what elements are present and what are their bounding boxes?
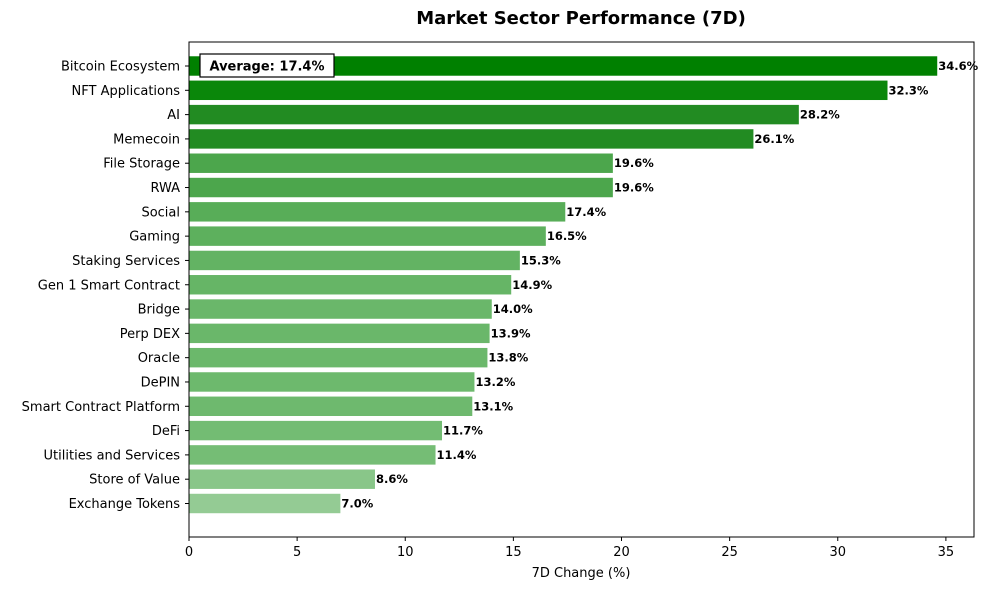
- y-tick-label: NFT Applications: [72, 84, 181, 99]
- y-tick-label: Memecoin: [113, 132, 180, 147]
- bar-ai: [189, 104, 799, 125]
- y-tick-label: Oracle: [138, 351, 180, 366]
- x-tick-label: 30: [829, 545, 846, 560]
- value-label: 13.8%: [488, 351, 528, 365]
- y-tick-label: RWA: [150, 181, 180, 196]
- value-label: 14.9%: [512, 278, 552, 292]
- x-tick-label: 35: [938, 545, 955, 560]
- x-axis-label: 7D Change (%): [532, 566, 631, 581]
- y-tick-label: AI: [167, 108, 180, 123]
- bar-file-storage: [189, 153, 613, 173]
- bar-bridge: [189, 299, 492, 319]
- bar-bitcoin-ecosystem: [189, 56, 938, 76]
- bar-smart-contract-platform: [189, 396, 473, 416]
- x-tick-label: 0: [185, 545, 193, 560]
- value-label: 13.9%: [491, 326, 531, 340]
- y-tick-label: Utilities and Services: [44, 448, 181, 463]
- value-label: 19.6%: [614, 156, 654, 170]
- average-annotation-text: Average: 17.4%: [209, 60, 324, 75]
- value-label: 26.1%: [754, 132, 794, 146]
- x-tick-label: 25: [721, 545, 738, 560]
- value-label: 28.2%: [800, 108, 840, 122]
- bar-gaming: [189, 226, 546, 246]
- x-tick-label: 5: [293, 545, 301, 560]
- value-label: 11.4%: [437, 448, 477, 462]
- bar-staking-services: [189, 250, 520, 271]
- bar-nft-applications: [189, 80, 888, 101]
- bars-group: [189, 56, 938, 514]
- value-label: 34.6%: [938, 59, 978, 73]
- y-tick-label: Social: [141, 205, 180, 220]
- y-tick-label: File Storage: [103, 157, 180, 172]
- value-label: 15.3%: [521, 253, 561, 267]
- y-tick-label: Store of Value: [89, 473, 180, 488]
- y-tick-label: Exchange Tokens: [69, 497, 181, 512]
- x-axis: 0 5 10 15 20 25 30 35: [185, 537, 954, 560]
- bar-perp-dex: [189, 323, 490, 344]
- value-label: 19.6%: [614, 181, 654, 195]
- bar-depin: [189, 372, 475, 392]
- y-tick-label: Bridge: [138, 303, 180, 318]
- value-label: 8.6%: [376, 472, 408, 486]
- value-labels-group: 34.6% 32.3% 28.2% 26.1% 19.6% 19.6% 17.4% 16.5%…: [341, 59, 978, 511]
- bar-exchange-tokens: [189, 493, 341, 514]
- y-tick-label: Smart Contract Platform: [22, 400, 180, 415]
- y-axis: Bitcoin Ecosystem NFT Applications AI Memec…: [22, 60, 189, 512]
- plot-frame: [188, 41, 975, 538]
- value-label: 17.4%: [566, 205, 606, 219]
- bar-memecoin: [189, 129, 754, 149]
- y-tick-label: Gaming: [129, 230, 180, 245]
- x-tick-label: 20: [613, 545, 630, 560]
- value-label: 13.1%: [473, 399, 513, 413]
- value-label: 7.0%: [341, 497, 373, 511]
- bar-store-of-value: [189, 469, 375, 489]
- y-tick-label: DePIN: [141, 375, 180, 390]
- bar-social: [189, 202, 566, 222]
- y-tick-label: Bitcoin Ecosystem: [61, 60, 180, 75]
- average-annotation: Average: 17.4%: [199, 53, 335, 78]
- value-label: 13.2%: [475, 375, 515, 389]
- y-tick-label: Gen 1 Smart Contract: [38, 278, 180, 293]
- value-label: 11.7%: [443, 424, 483, 438]
- y-tick-label: DeFi: [152, 424, 180, 439]
- value-label: 14.0%: [493, 302, 533, 316]
- bar-utilities-and-services: [189, 445, 436, 465]
- x-tick-label: 15: [505, 545, 522, 560]
- value-label: 16.5%: [547, 229, 587, 243]
- bar-rwa: [189, 177, 613, 198]
- value-label: 32.3%: [888, 83, 928, 97]
- bar-defi: [189, 420, 443, 441]
- bar-oracle: [189, 347, 488, 368]
- x-tick-label: 10: [397, 545, 414, 560]
- y-tick-label: Staking Services: [72, 254, 180, 269]
- y-tick-label: Perp DEX: [120, 327, 180, 342]
- bar-gen-1-smart-contract: [189, 275, 512, 295]
- chart-title: Market Sector Performance (7D): [416, 8, 746, 29]
